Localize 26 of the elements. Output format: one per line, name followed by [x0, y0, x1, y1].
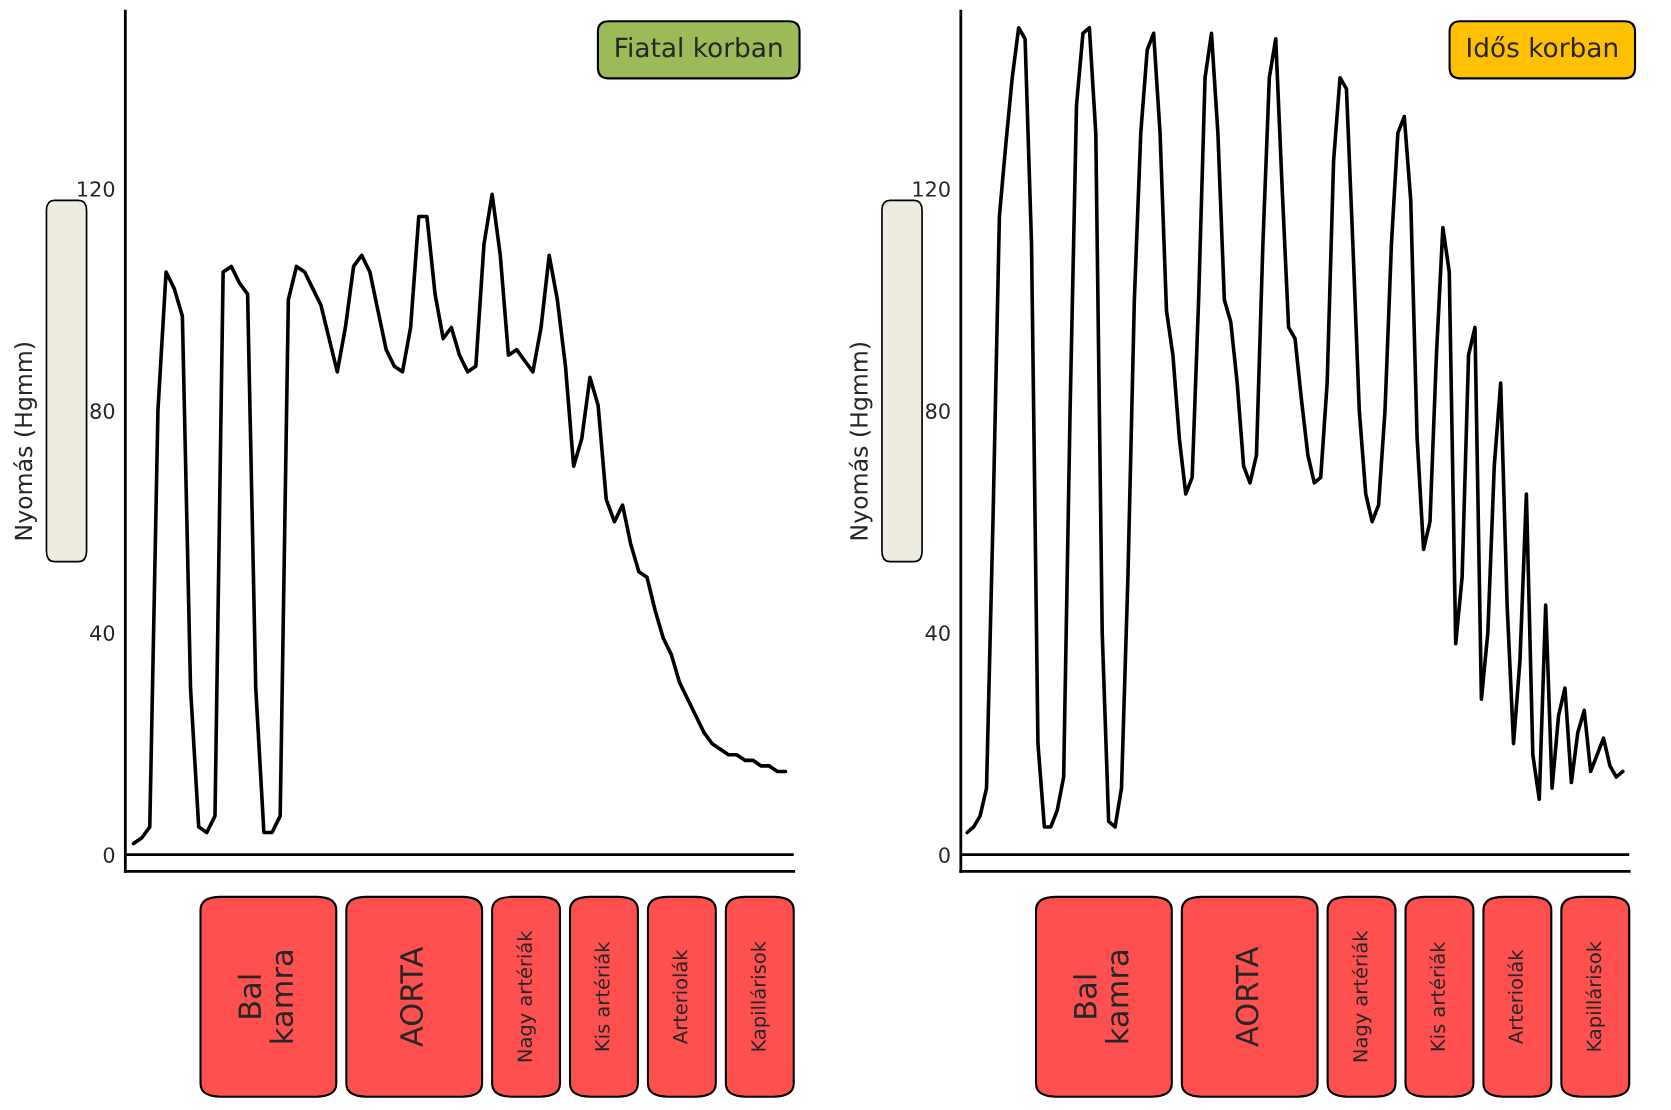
- text: Bal kamra: [237, 951, 294, 1043]
- text: Kis artériák: [1429, 941, 1446, 1051]
- line-series: [131, 192, 788, 846]
- text: Fiatal korban: [616, 37, 782, 58]
- text: AORTA: [1235, 946, 1259, 1047]
- text: Arteriolák: [1507, 949, 1524, 1044]
- text: AORTA: [399, 946, 424, 1047]
- y-tick-label: 0: [939, 847, 950, 863]
- text: Idős korban: [1468, 35, 1617, 58]
- text: Arteriolák: [671, 949, 688, 1044]
- text: Kapillárisok: [1585, 941, 1606, 1051]
- y-tick-label: 80: [926, 403, 950, 419]
- text: Kis artériák: [593, 941, 610, 1051]
- y-tick-label: 80: [90, 403, 115, 419]
- y-tick-label: 120: [78, 181, 115, 197]
- y-axis-title: Nyomás (Hgmm): [13, 342, 37, 540]
- y-tick-label: 40: [925, 625, 950, 641]
- text: Bal kamra: [1073, 951, 1129, 1043]
- text: Nagy artériák: [1351, 930, 1372, 1062]
- text: Nagy artériák: [516, 930, 536, 1062]
- text: Kapillárisok: [749, 941, 770, 1051]
- y-tick-label: 0: [103, 847, 115, 863]
- y-axis-title: Nyomás (Hgmm): [848, 342, 873, 540]
- y-tick-label: 120: [913, 181, 950, 197]
- line-series: [965, 25, 1625, 835]
- y-tick-label: 40: [90, 625, 115, 641]
